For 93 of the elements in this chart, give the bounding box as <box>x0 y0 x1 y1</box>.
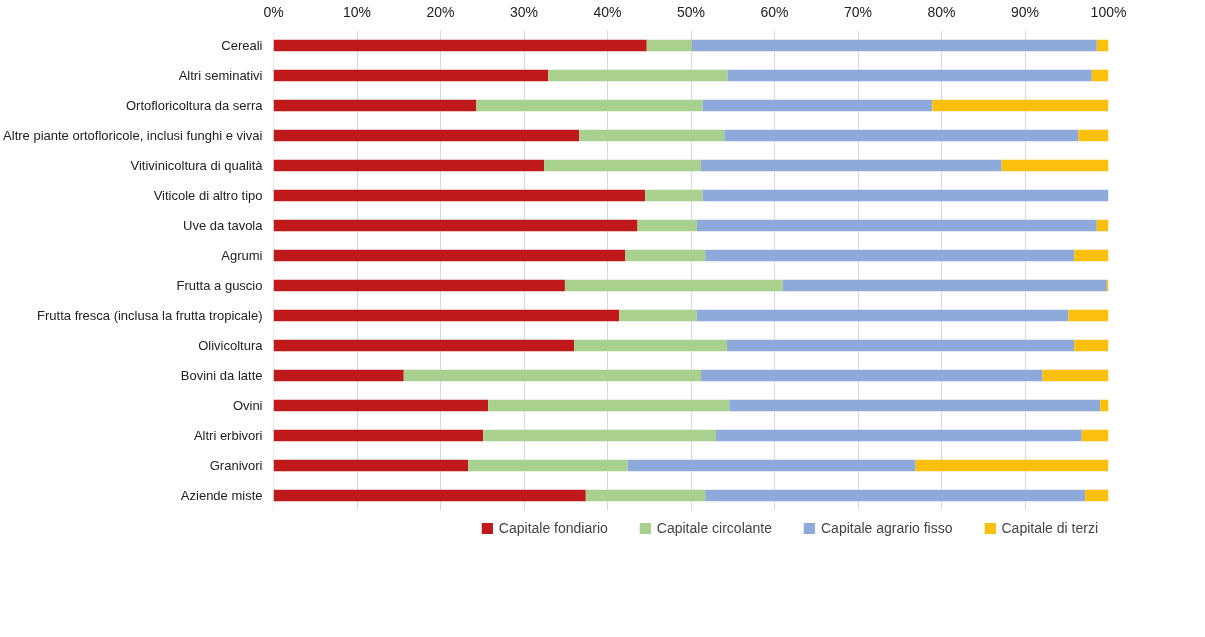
bar <box>273 99 477 112</box>
bar <box>273 279 565 292</box>
x-tick-label: 100% <box>1090 3 1127 20</box>
bar <box>1081 429 1109 442</box>
legend-label: Capitale fondiario <box>498 520 608 536</box>
x-tick-label: 50% <box>676 3 706 20</box>
bar <box>627 459 916 472</box>
bar <box>273 459 469 472</box>
bar <box>701 369 1043 382</box>
bar <box>915 459 1109 472</box>
bar <box>727 69 1092 82</box>
bar <box>273 219 638 232</box>
bar <box>691 39 1097 52</box>
bar <box>619 309 697 322</box>
y-tick-label: Altri erbivori <box>193 428 263 443</box>
bar <box>932 99 1109 112</box>
bar <box>273 399 489 412</box>
y-tick-label: Viticole di altro tipo <box>153 188 263 203</box>
bar <box>273 369 404 382</box>
bar <box>1085 489 1109 502</box>
bar <box>273 339 575 352</box>
x-tick-label: 80% <box>927 3 956 20</box>
bar <box>1096 39 1109 52</box>
bar <box>585 489 706 502</box>
x-tick-label: 10% <box>342 3 372 20</box>
bar <box>273 129 580 142</box>
bar <box>468 459 628 472</box>
bar <box>544 159 702 172</box>
y-tick-label: Uve da tavola <box>183 218 264 233</box>
bar <box>705 489 1086 502</box>
bar <box>726 339 1075 352</box>
bar <box>782 279 1107 292</box>
bar <box>1001 159 1109 172</box>
bar <box>625 249 706 262</box>
legend-label: Capitale circolante <box>656 520 772 536</box>
bar <box>705 249 1075 262</box>
bar <box>273 489 586 502</box>
y-tick-label: Frutta a guscio <box>176 278 263 293</box>
y-tick-label: Granivori <box>209 458 263 473</box>
bar <box>574 339 727 352</box>
x-tick-label: 0% <box>263 3 284 20</box>
y-tick-label: Ovini <box>232 398 263 413</box>
bar <box>1100 399 1109 412</box>
bar <box>564 279 783 292</box>
y-tick-label: Altri seminativi <box>178 68 263 83</box>
y-tick-label: Agrumi <box>221 248 263 263</box>
bar <box>724 129 1079 142</box>
x-tick-label: 60% <box>760 3 789 20</box>
bar <box>548 69 728 82</box>
bar <box>729 399 1101 412</box>
x-tick-label: 70% <box>843 3 873 20</box>
y-tick-label: Bovini da latte <box>180 368 263 383</box>
bar <box>476 99 703 112</box>
bar <box>579 129 725 142</box>
bar <box>637 219 697 232</box>
x-tick-label: 30% <box>509 3 539 20</box>
bar <box>483 429 717 442</box>
x-tick-label: 20% <box>426 3 455 20</box>
bar <box>273 39 647 52</box>
bar <box>1068 309 1109 322</box>
y-tick-label: Frutta fresca (inclusa la frutta tropicale) <box>37 308 263 323</box>
y-tick-label: Aziende miste <box>180 488 263 503</box>
bar <box>1042 369 1109 382</box>
y-tick-label: Ortofloricoltura da serra <box>125 98 264 113</box>
x-tick-label: 40% <box>593 3 622 20</box>
bar <box>645 189 703 202</box>
bar <box>1078 129 1109 142</box>
y-tick-label: Vitivinicoltura di qualità <box>130 158 264 173</box>
bar <box>1074 339 1109 352</box>
bar <box>273 189 646 202</box>
legend-label: Capitale di terzi <box>1001 520 1098 536</box>
bar <box>273 309 620 322</box>
bar <box>273 429 484 442</box>
y-tick-label: Olivicoltura <box>198 338 264 353</box>
bar <box>273 159 545 172</box>
bar <box>696 309 1069 322</box>
bar <box>646 39 692 52</box>
bar <box>273 249 626 262</box>
bar <box>1091 69 1109 82</box>
y-tick-label: Altre piante ortofloricole, inclusi funghi e vivai <box>3 128 263 143</box>
legend-label: Capitale agrario fisso <box>820 520 953 536</box>
bar <box>702 189 1109 202</box>
bar <box>701 159 1002 172</box>
bar <box>702 99 933 112</box>
y-tick-label: Cereali <box>221 38 263 53</box>
bar <box>716 429 1082 442</box>
bar <box>1074 249 1109 262</box>
bar <box>1096 219 1109 232</box>
bar <box>696 219 1097 232</box>
bar <box>403 369 702 382</box>
x-tick-label: 90% <box>1010 3 1040 20</box>
bar <box>488 399 730 412</box>
bar <box>273 69 549 82</box>
